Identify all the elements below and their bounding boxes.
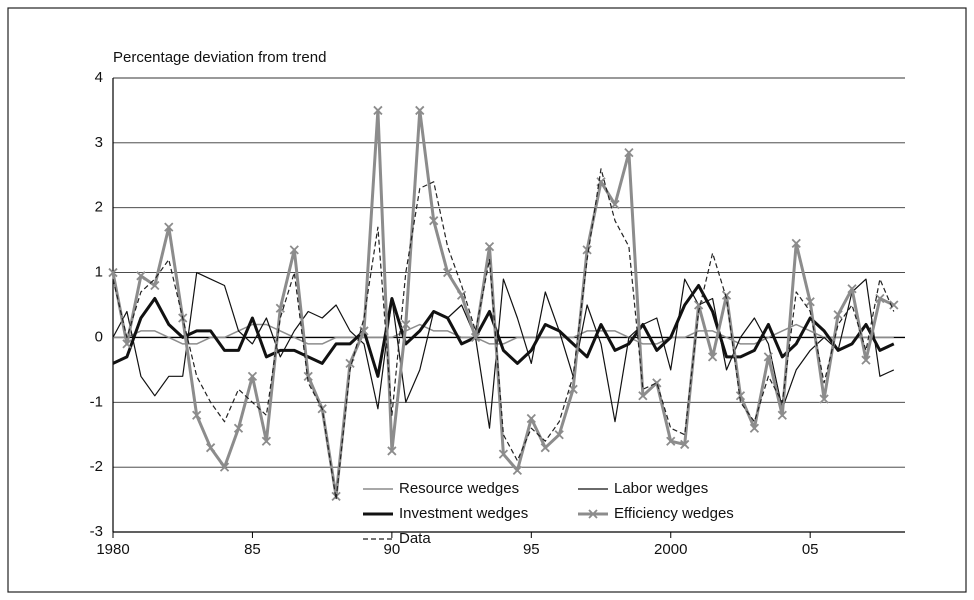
marker-x xyxy=(136,271,146,281)
marker-x xyxy=(122,339,132,349)
marker-x xyxy=(624,147,634,158)
marker-x xyxy=(847,284,857,294)
marker-x xyxy=(707,352,718,362)
marker-x xyxy=(192,410,202,420)
legend-label: Data xyxy=(399,530,431,547)
marker-x xyxy=(373,105,383,116)
marker-x xyxy=(387,446,397,456)
marker-x xyxy=(470,332,481,343)
y-tick-label: -2 xyxy=(90,458,103,475)
marker-x xyxy=(303,371,313,381)
marker-x xyxy=(275,303,285,313)
marker-x xyxy=(721,290,732,300)
marker-x xyxy=(666,436,676,446)
marker-x xyxy=(554,430,564,440)
marker-x xyxy=(680,439,690,450)
marker-x xyxy=(889,300,899,310)
marker-x xyxy=(805,297,815,307)
legend-label: Investment wedges xyxy=(399,505,528,522)
marker-x xyxy=(735,391,746,401)
marker-x xyxy=(819,394,829,404)
marker-x xyxy=(652,378,662,388)
y-tick-label: 2 xyxy=(95,199,103,216)
series-line xyxy=(113,323,894,345)
legend-label: Resource wedges xyxy=(399,480,519,497)
marker-x xyxy=(247,371,258,381)
marker-x xyxy=(443,267,453,278)
marker-x xyxy=(526,413,536,424)
x-tick-label: 1980 xyxy=(96,541,129,558)
series-line xyxy=(112,284,895,378)
x-tick-label: 90 xyxy=(384,541,401,558)
y-tick-label: -1 xyxy=(90,393,103,410)
marker-x xyxy=(777,410,787,420)
marker-x xyxy=(429,216,439,226)
legend-label: Labor wedges xyxy=(614,480,708,497)
marker-x xyxy=(498,449,509,459)
x-tick-label: 95 xyxy=(523,541,540,558)
marker-x xyxy=(108,267,118,278)
marker-x xyxy=(588,509,598,519)
x-tick-label: 2000 xyxy=(654,541,687,558)
marker-x xyxy=(233,423,244,433)
marker-x xyxy=(289,245,299,255)
y-tick-label: 1 xyxy=(95,264,103,281)
y-tick-label: 3 xyxy=(95,134,103,151)
marker-x xyxy=(861,355,871,365)
marker-x xyxy=(219,462,230,472)
marker-x xyxy=(205,443,216,453)
marker-x xyxy=(638,391,648,401)
x-tick-label: 85 xyxy=(244,541,261,558)
legend-label: Efficiency wedges xyxy=(614,505,734,522)
marker-x xyxy=(610,199,620,210)
marker-x xyxy=(791,238,801,249)
y-tick-label: 0 xyxy=(95,328,103,345)
marker-x xyxy=(401,319,411,330)
marker-x xyxy=(261,436,272,446)
marker-x xyxy=(749,423,760,433)
marker-x xyxy=(484,241,495,252)
marker-x xyxy=(456,290,467,300)
legend-background xyxy=(355,477,875,527)
legend: Resource wedges Labor wedges Investment we… xyxy=(355,477,875,547)
x-tick-label: 05 xyxy=(802,541,819,558)
y-axis-title: Percentage deviation from trend xyxy=(113,49,326,66)
marker-x xyxy=(164,222,174,232)
marker-x xyxy=(763,352,773,362)
y-tick-label: 4 xyxy=(95,69,103,86)
marker-x xyxy=(512,465,523,476)
marker-x xyxy=(833,310,843,320)
marker-x xyxy=(875,293,885,304)
marker-x xyxy=(582,245,592,255)
marker-x xyxy=(415,105,425,116)
marker-x xyxy=(359,326,369,336)
marker-x xyxy=(150,280,160,291)
marker-x xyxy=(540,443,550,453)
y-tick-label: -3 xyxy=(90,523,103,540)
